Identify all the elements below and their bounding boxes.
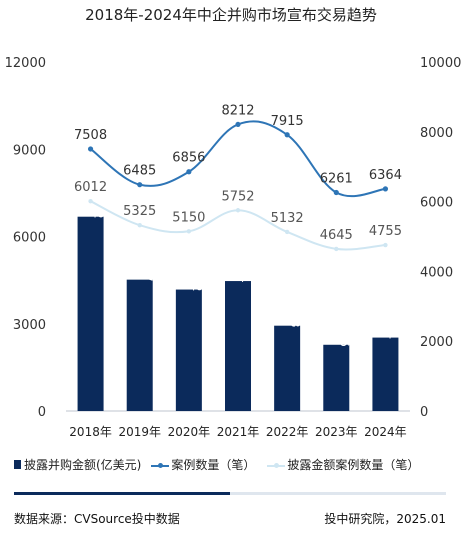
bar-data-label: 2277.26 [337,297,351,347]
legend-label-disclosed-deals: 披露金额案例数量（笔） [287,458,420,472]
series-point-deals [382,186,389,192]
legend-label-amount: 披露并购金额(亿美元) [24,458,142,472]
bar [77,216,104,411]
series-point-deals [284,132,290,138]
series-point-disclosed-deals [383,242,388,248]
footer: 数据来源：CVSource投中数据 投中研究院，2025.01 [14,510,446,527]
bar-data-label: 4516.37 [141,232,155,282]
x-tick-label: 2018年 [69,425,112,439]
bar [274,325,301,411]
y-left-tick-label: 6000 [13,231,46,246]
bar [372,337,399,411]
disclosed-deals-data-label: 5752 [221,189,254,204]
x-tick-label: 2022年 [266,425,309,439]
disclosed-deals-data-label: 4645 [320,228,353,243]
deals-data-label: 6261 [320,171,353,186]
series-point-deals [137,182,143,188]
bar-data-label: 4468.01 [239,233,253,283]
bar [126,279,153,411]
x-tick-label: 2020年 [168,425,211,439]
deals-data-label: 7915 [271,114,304,129]
disclosed-deals-data-label: 5150 [172,210,205,225]
deals-data-label: 6856 [172,151,205,166]
legend-swatch-bar [14,460,21,469]
bar [225,281,251,411]
disclosed-deals-data-label: 5325 [123,204,156,219]
footer-divider [14,492,446,495]
y-left-tick-label: 12000 [5,56,46,71]
series-point-deals [333,189,339,196]
y-left-tick-label: 9000 [13,143,46,158]
bar [175,289,202,411]
chart-title: 2018年-2024年中企并购市场宣布交易趋势 [85,6,377,24]
series-point-deals [186,169,192,175]
series-point-disclosed-deals [88,198,93,204]
bar-data-label: 2933.23 [288,278,302,328]
deals-data-label: 6364 [369,168,402,183]
bar [323,344,350,411]
x-tick-label: 2023年 [315,425,358,439]
series-point-disclosed-deals [186,229,192,234]
series-point-disclosed-deals [235,208,241,213]
series-point-deals [235,121,241,128]
series-point-disclosed-deals [137,222,142,228]
y-left-tick-label: 0 [38,405,46,420]
y-right-tick-label: 10000 [420,56,461,71]
disclosed-deals-data-label: 6012 [74,180,107,195]
source-note: 数据来源：CVSource投中数据 [14,512,180,526]
y-right-tick-label: 4000 [420,265,453,280]
legend: 披露并购金额(亿美元) 案例数量（笔） 披露金额案例数量（笔） [14,456,454,473]
deals-data-label: 7508 [74,128,107,143]
x-tick-label: 2019年 [118,425,161,439]
legend-swatch-line-disclosed [267,460,286,470]
legend-item-deals: 案例数量（笔） [151,456,255,473]
series-point-disclosed-deals [334,246,339,252]
legend-label-deals: 案例数量（笔） [171,458,256,472]
legend-item-disclosed-deals: 披露金额案例数量（笔） [267,456,419,473]
y-right-tick-label: 8000 [420,126,453,141]
disclosed-deals-data-label: 4755 [369,224,402,239]
y-right-tick-label: 2000 [420,335,453,350]
credit-note: 投中研究院，2025.01 [324,512,446,526]
x-tick-label: 2024年 [364,425,407,439]
deals-data-label: 8212 [221,103,254,118]
y-right-tick-label: 0 [420,405,428,420]
bar-data-label: 4175.72 [190,242,204,292]
footer-divider-accent [14,492,230,495]
series-point-deals [87,146,94,152]
y-right-tick-label: 6000 [420,196,453,211]
legend-item-amount: 披露并购金额(亿美元) [14,456,141,473]
bar-data-label: 2524.31 [386,290,400,340]
x-tick-label: 2021年 [217,425,260,439]
series-point-disclosed-deals [284,229,290,235]
deals-data-label: 6485 [123,164,156,179]
y-left-tick-label: 3000 [13,318,46,333]
disclosed-deals-data-label: 5132 [271,211,304,226]
legend-swatch-line-deals [151,460,170,470]
